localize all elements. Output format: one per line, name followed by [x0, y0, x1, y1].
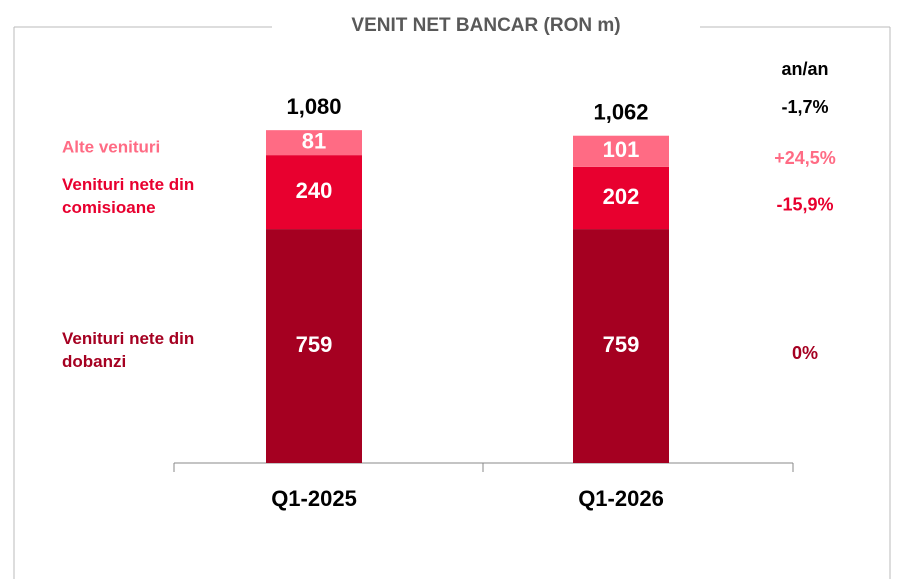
legend-label: Venituri nete din dobanzi	[62, 329, 195, 372]
bar-segment	[266, 130, 362, 156]
segment-label: 101	[603, 137, 640, 162]
x-tick-label: Q1-2026	[578, 486, 664, 511]
segment-label: 759	[603, 332, 640, 357]
legend-label: Venituri nete din comisioane	[62, 175, 195, 218]
total-change-label: -1,7%	[781, 97, 828, 117]
segment-label: 759	[296, 332, 333, 357]
chart-title: VENIT NET BANCAR (RON m)	[351, 15, 620, 36]
segment-label: 202	[603, 184, 640, 209]
segment-label: 81	[302, 128, 326, 153]
bar-segment	[573, 166, 669, 230]
bar-segment	[266, 155, 362, 230]
bar-segment	[573, 135, 669, 167]
change-label: 0%	[792, 343, 818, 363]
x-tick-label: Q1-2025	[271, 486, 357, 511]
total-label: 1,080	[286, 94, 341, 119]
change-label: -15,9%	[776, 195, 833, 215]
total-label: 1,062	[593, 100, 648, 125]
change-label: +24,5%	[774, 148, 836, 168]
bar-segment	[266, 229, 362, 463]
segment-label: 240	[296, 178, 333, 203]
legend-label: Alte venituri	[62, 137, 161, 157]
change-header: an/an	[781, 59, 828, 79]
bar-segment	[573, 229, 669, 463]
